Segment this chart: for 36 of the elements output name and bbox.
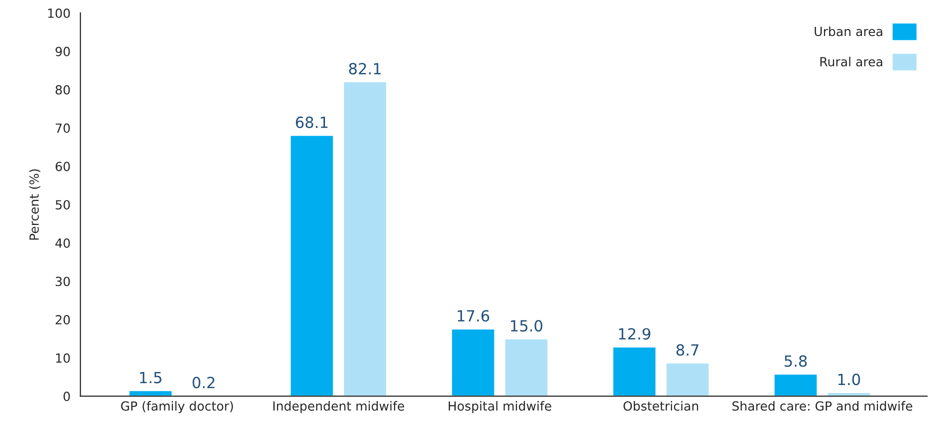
bar: [665, 362, 710, 396]
data-label: 1.5: [140, 372, 162, 384]
data-label: 1.0: [838, 374, 860, 386]
bar: [289, 134, 334, 396]
legend-label: Urban area: [814, 26, 882, 36]
x-tick-label: GP (family doctor): [121, 401, 233, 414]
bar: [504, 338, 549, 396]
x-tick-label: Hospital midwife: [448, 401, 552, 414]
data-label: 8.7: [676, 344, 698, 356]
bar: [773, 373, 818, 396]
y-tick-label: 60: [56, 162, 70, 172]
data-label: 17.6: [458, 310, 490, 322]
y-axis-title: Percent (%): [29, 169, 40, 240]
x-tick-label: Shared care: GP and midwife: [732, 401, 912, 411]
legend-label: Rural area: [820, 56, 882, 66]
data-label: 0.2: [192, 376, 214, 388]
y-tick-label: 100: [48, 8, 70, 18]
data-label: 5.8: [784, 355, 807, 367]
y-tick-label: 70: [56, 123, 70, 133]
y-tick-label: 10: [56, 353, 70, 363]
y-tick-label: 20: [56, 315, 70, 324]
x-tick-label: Obstetrician: [624, 401, 698, 411]
y-tick-label: 50: [56, 200, 70, 210]
data-label: 12.9: [619, 328, 650, 340]
y-tick-label: 80: [56, 85, 70, 95]
y-tick-label: 30: [56, 276, 70, 286]
y-tick-label: 90: [56, 46, 70, 56]
y-tick-label: 0: [64, 392, 70, 402]
bar: [342, 80, 388, 396]
data-label: 15.0: [510, 320, 542, 332]
data-label: 68.1: [296, 116, 328, 128]
data-label: 82.1: [349, 62, 381, 74]
x-tick-label: Independent midwife: [273, 401, 404, 414]
bar: [450, 328, 496, 396]
y-tick-label: 40: [55, 238, 70, 248]
bar: [612, 346, 657, 396]
